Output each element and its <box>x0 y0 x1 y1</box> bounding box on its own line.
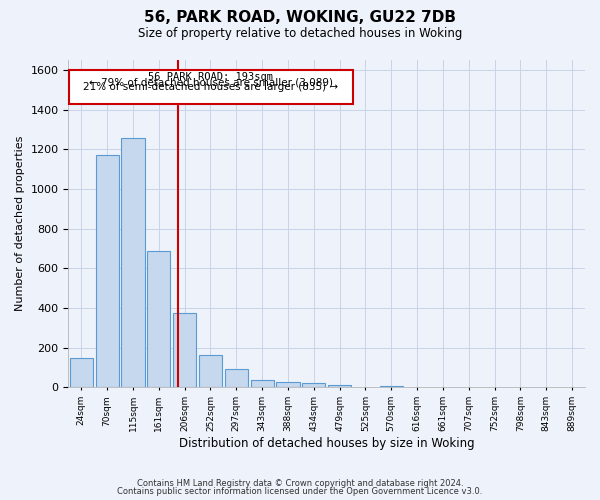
Text: 56 PARK ROAD: 193sqm: 56 PARK ROAD: 193sqm <box>148 72 273 82</box>
X-axis label: Distribution of detached houses by size in Woking: Distribution of detached houses by size … <box>179 437 475 450</box>
Bar <box>199 356 222 388</box>
Bar <box>173 313 196 388</box>
Bar <box>328 386 351 388</box>
Bar <box>224 368 248 388</box>
Bar <box>147 250 170 388</box>
FancyBboxPatch shape <box>69 70 353 104</box>
Bar <box>70 358 93 388</box>
Bar <box>251 380 274 388</box>
Bar <box>380 386 403 388</box>
Y-axis label: Number of detached properties: Number of detached properties <box>15 136 25 312</box>
Bar <box>302 384 325 388</box>
Text: Contains public sector information licensed under the Open Government Licence v3: Contains public sector information licen… <box>118 487 482 496</box>
Text: 21% of semi-detached houses are larger (835) →: 21% of semi-detached houses are larger (… <box>83 82 338 92</box>
Text: Size of property relative to detached houses in Woking: Size of property relative to detached ho… <box>138 28 462 40</box>
Text: 56, PARK ROAD, WOKING, GU22 7DB: 56, PARK ROAD, WOKING, GU22 7DB <box>144 10 456 25</box>
Bar <box>95 156 119 388</box>
Bar <box>121 138 145 388</box>
Bar <box>277 382 299 388</box>
Text: Contains HM Land Registry data © Crown copyright and database right 2024.: Contains HM Land Registry data © Crown c… <box>137 478 463 488</box>
Text: ← 79% of detached houses are smaller (3,089): ← 79% of detached houses are smaller (3,… <box>89 77 333 87</box>
